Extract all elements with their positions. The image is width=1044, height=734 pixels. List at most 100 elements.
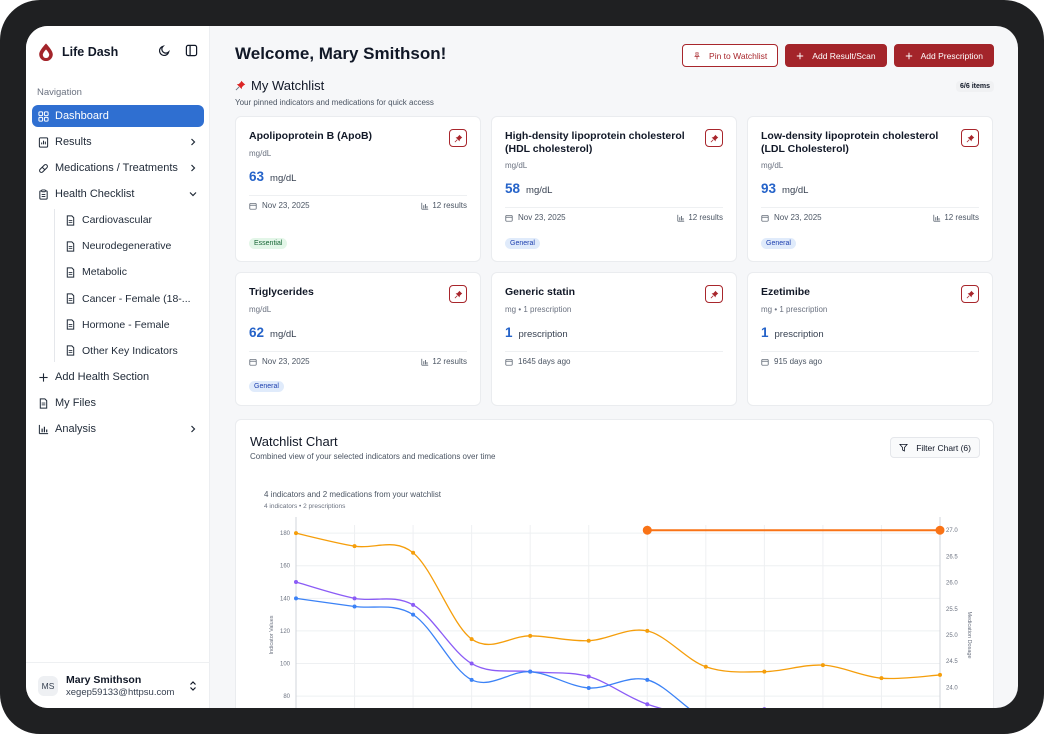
bar-chart-icon: [421, 202, 429, 210]
calendar-icon: [761, 214, 769, 222]
y2-tick-label: 26.0: [946, 581, 958, 587]
sidebar-item-my-files[interactable]: My Files: [32, 392, 204, 414]
watchlist-card[interactable]: Ezetimibe mg • 1 prescription 1 prescript…: [747, 272, 993, 406]
watchlist-card[interactable]: Low-density lipoprotein cholesterol (LDL…: [747, 116, 993, 262]
card-value-unit: mg/dL: [270, 173, 297, 184]
watchlist-line-chart[interactable]: 608010012014016018023.023.524.024.525.02…: [236, 420, 995, 708]
chevron-down-icon: [189, 192, 197, 197]
sidebar-toggle-icon[interactable]: [185, 44, 198, 57]
y2-tick-label: 24.5: [946, 659, 958, 665]
sidebar-item-label: Other Key Indicators: [82, 344, 178, 357]
watchlist-card[interactable]: Generic statin mg • 1 prescription 1 pres…: [491, 272, 737, 406]
watchlist-card[interactable]: Triglycerides mg/dL 62 mg/dL Nov 23, 2025…: [235, 272, 481, 406]
unpin-button[interactable]: [961, 285, 979, 303]
unpin-button[interactable]: [705, 285, 723, 303]
checklist-submenu: Cardiovascular Neurodegenerative Metabol…: [54, 209, 204, 362]
pin-icon: [966, 290, 974, 298]
card-value-number: 58: [505, 181, 521, 196]
card-unit: mg • 1 prescription: [505, 305, 572, 314]
chart-caption-counts: 4 indicators • 2 prescriptions: [264, 503, 346, 510]
user-name: Mary Smithson: [66, 673, 142, 686]
button-label: Pin to Watchlist: [709, 50, 768, 61]
watchlist-card[interactable]: High-density lipoprotein cholesterol (HD…: [491, 116, 737, 262]
document-icon: [66, 267, 75, 278]
add-prescription-button[interactable]: Add Prescription: [893, 44, 994, 67]
chevrons-up-down-icon[interactable]: [188, 680, 198, 692]
pin-icon: [454, 290, 462, 298]
sidebar-item-label: Results: [55, 136, 92, 148]
sidebar-item-cancer-female[interactable]: Cancer - Female (18-...: [61, 288, 204, 310]
sidebar-item-analysis[interactable]: Analysis: [32, 418, 204, 440]
card-date: Nov 23, 2025: [249, 357, 310, 366]
card-divider: [505, 207, 723, 208]
data-point: [469, 661, 474, 666]
category-badge: General: [761, 238, 796, 249]
sidebar-item-label: Cardiovascular: [82, 214, 153, 226]
sidebar-item-metabolic[interactable]: Metabolic: [61, 261, 204, 283]
document-icon: [66, 345, 75, 357]
watchlist-subtitle: Your pinned indicators and medications f…: [235, 98, 434, 107]
card-results: 12 results: [421, 201, 467, 210]
data-point: [528, 669, 533, 674]
y-axis-title: Indicator Values: [269, 615, 275, 654]
unpin-button[interactable]: [961, 129, 979, 147]
sidebar-item-neurodegenerative[interactable]: Neurodegenerative: [61, 235, 204, 257]
pin-icon: [710, 290, 718, 298]
main-content: Welcome, Mary Smithson! Pin to Watchlist…: [211, 26, 1018, 708]
data-point: [820, 663, 825, 668]
results-icon: [38, 136, 49, 148]
medication-start-point: [642, 525, 652, 535]
sidebar-item-medications[interactable]: Medications / Treatments: [32, 157, 204, 179]
card-value: 1 prescription: [761, 325, 824, 340]
sidebar-item-cardiovascular[interactable]: Cardiovascular: [61, 209, 204, 231]
plus-icon: [905, 52, 912, 59]
card-value-number: 63: [249, 169, 265, 184]
unpin-button[interactable]: [449, 129, 467, 147]
sidebar-item-label: Health Checklist: [55, 188, 135, 200]
sidebar-item-other-key-indicators[interactable]: Other Key Indicators: [61, 340, 204, 362]
card-value: 58 mg/dL: [505, 181, 552, 196]
data-point: [294, 531, 298, 536]
card-date-text: Nov 23, 2025: [262, 357, 310, 366]
chart-caption: 4 indicators and 2 medications from your…: [264, 490, 441, 499]
card-value: 63 mg/dL: [249, 169, 296, 184]
card-value-unit: mg/dL: [526, 185, 553, 196]
unpin-button[interactable]: [705, 129, 723, 147]
card-unit: mg • 1 prescription: [761, 305, 828, 314]
pin-to-watchlist-button[interactable]: Pin to Watchlist: [682, 44, 779, 67]
button-label: Add Result/Scan: [812, 50, 876, 61]
calendar-icon: [761, 358, 769, 366]
user-menu[interactable]: MS Mary Smithson xegep59133@httpsu.com: [26, 662, 210, 708]
unpin-button[interactable]: [449, 285, 467, 303]
moon-icon[interactable]: [158, 44, 171, 57]
add-result-button[interactable]: Add Result/Scan: [785, 44, 887, 67]
card-date-text: Nov 23, 2025: [262, 201, 310, 210]
card-date: 915 days ago: [761, 357, 822, 366]
user-email: xegep59133@httpsu.com: [66, 686, 175, 698]
sidebar-item-dashboard[interactable]: Dashboard: [32, 105, 204, 127]
card-unit: mg/dL: [249, 149, 272, 158]
watchlist-card[interactable]: Apolipoprotein B (ApoB) mg/dL 63 mg/dL No…: [235, 116, 481, 262]
category-badge: Essential: [249, 238, 288, 249]
sidebar-item-hormone-female[interactable]: Hormone - Female: [61, 314, 204, 336]
sidebar-item-health-checklist[interactable]: Health Checklist: [32, 183, 204, 205]
card-value-unit: mg/dL: [270, 329, 297, 340]
card-results: 12 results: [933, 213, 979, 222]
sidebar-item-label: Metabolic: [82, 266, 127, 279]
data-point: [703, 664, 708, 669]
sidebar-item-results[interactable]: Results: [32, 131, 204, 153]
y-tick-label: 140: [280, 596, 291, 602]
blood-drop-icon: [39, 43, 53, 61]
data-point: [352, 596, 357, 601]
card-value: 1 prescription: [505, 325, 568, 340]
filter-chart-button[interactable]: Filter Chart (6): [890, 437, 980, 458]
y2-tick-label: 27.0: [946, 528, 958, 534]
card-divider: [249, 351, 467, 352]
sidebar-item-add-health-section[interactable]: Add Health Section: [32, 366, 204, 388]
card-value-number: 1: [761, 325, 769, 340]
sidebar: Life Dash Navigation Dashboard Results M…: [26, 26, 210, 708]
calendar-icon: [249, 202, 257, 210]
file-icon: [39, 398, 48, 409]
nav-heading: Navigation: [37, 87, 82, 98]
watchlist-count-badge: 6/6 items: [956, 81, 994, 92]
